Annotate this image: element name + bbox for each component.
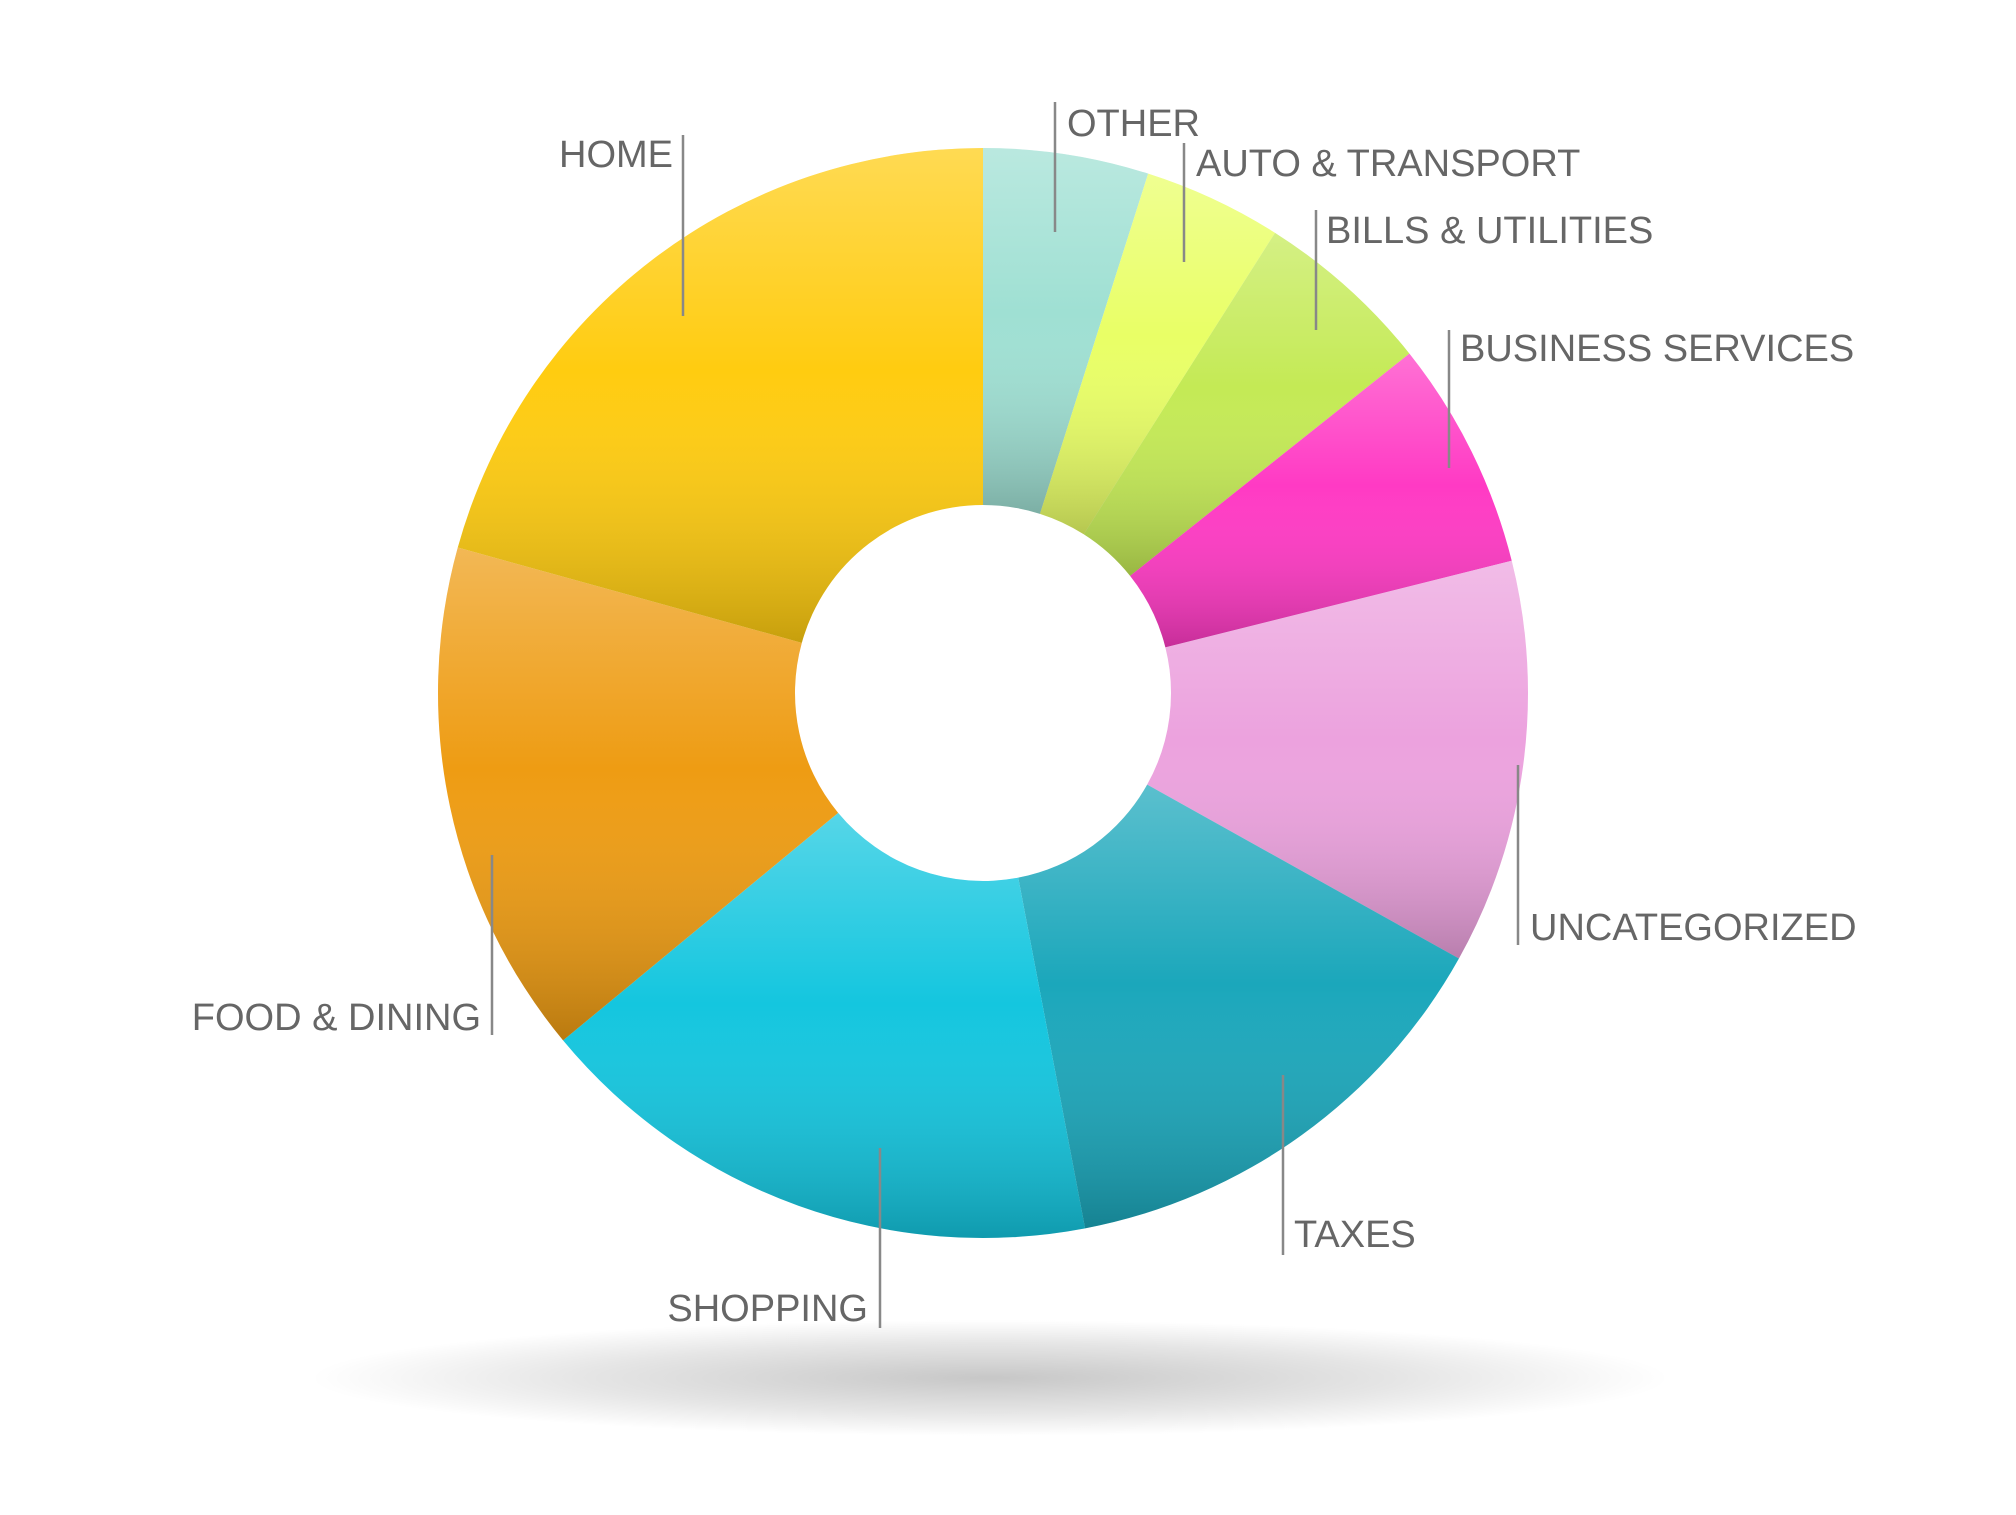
slice-label-shopping: SHOPPING: [667, 1288, 868, 1330]
slice-shading-taxes: [1018, 784, 1459, 1229]
slice-label-home: HOME: [559, 134, 673, 176]
slice-shading-business-services: [1130, 353, 1512, 648]
slice-shading-bills-and-utilities: [1083, 232, 1410, 576]
slice-shading-shopping: [563, 812, 1086, 1238]
slice-shading-other: [983, 148, 1149, 514]
slice-shading-home: [457, 148, 983, 643]
slice-label-taxes: TAXES: [1294, 1214, 1416, 1256]
slice-label-business-services: BUSINESS SERVICES: [1460, 328, 1854, 370]
slice-label-bills-and-utilities: BILLS & UTILITIES: [1326, 210, 1653, 252]
slice-label-other: OTHER: [1067, 103, 1200, 145]
chart-floor-shadow: [310, 1320, 1670, 1436]
slice-label-auto-and-transport: AUTO & TRANSPORT: [1196, 143, 1580, 185]
slice-shading-auto-and-transport: [1039, 173, 1276, 535]
shade-layer: [438, 148, 1528, 1238]
slice-label-uncategorized: UNCATEGORIZED: [1530, 907, 1857, 949]
slice-shading-uncategorized: [1147, 560, 1528, 959]
slice-label-food-and-dining: FOOD & DINING: [192, 997, 481, 1039]
slice-shading-food-and-dining: [438, 547, 839, 1041]
